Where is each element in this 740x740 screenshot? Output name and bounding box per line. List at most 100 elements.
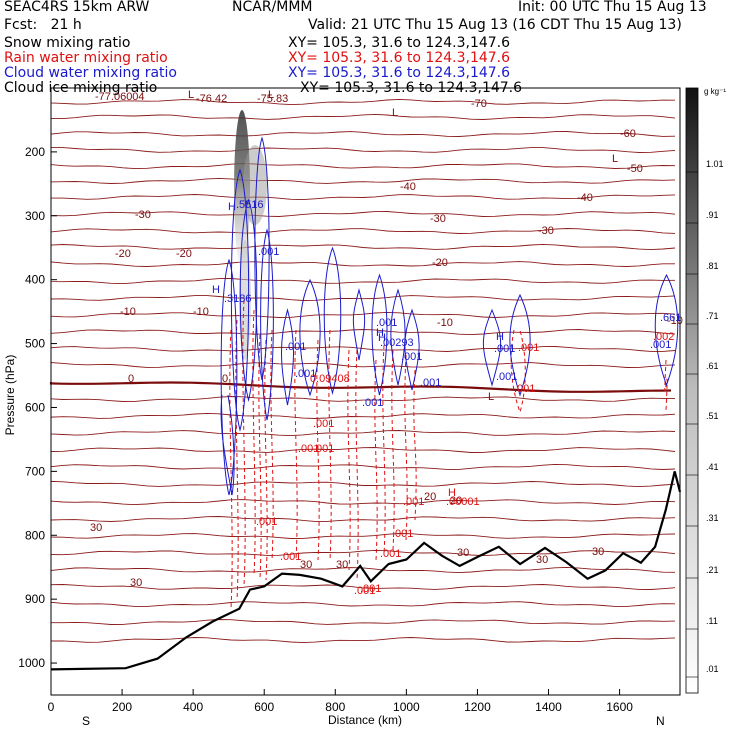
- low-center-label: L: [392, 107, 398, 119]
- temperature-contour-line: [50, 619, 676, 625]
- rain-water-contour: [413, 369, 417, 521]
- temperature-contour-label: 30: [336, 559, 348, 571]
- cloud-water-contours: [220, 136, 679, 496]
- temperature-contour-label: -75.83: [257, 93, 288, 105]
- rain-water-label: .002: [653, 331, 674, 343]
- rain-water-label: .001: [518, 342, 539, 354]
- temperature-contour-line: [50, 147, 676, 153]
- temperature-contour-line: [50, 163, 676, 170]
- temperature-contour-label: -60: [620, 128, 636, 140]
- rain-water-contour: [264, 339, 268, 581]
- rain-water-label: .001: [380, 548, 401, 560]
- temperature-contour-line: [50, 346, 676, 352]
- temperature-contour-line: [50, 447, 676, 453]
- rain-water-label: .001: [392, 528, 413, 540]
- rain-water-contour: [382, 344, 386, 556]
- low-center-label: L: [268, 89, 274, 101]
- x-end-label-south: S: [82, 714, 90, 728]
- colorbar-tick-label: 1.01: [706, 159, 724, 169]
- colorbar-tick-label: .11: [706, 616, 718, 626]
- rain-water-contour: [235, 319, 239, 601]
- low-center-label: L: [188, 89, 194, 101]
- cloud-water-contour: [404, 308, 420, 391]
- field-name-rain: Rain water mixing ratio: [4, 50, 168, 66]
- temperature-contour-label: 30: [130, 577, 142, 589]
- temperature-contour-label: -77.06004: [95, 91, 145, 103]
- cloud-water-label: .001: [376, 317, 397, 329]
- cloud-water-label: .001: [496, 371, 517, 383]
- cloud-water-contour: [239, 198, 258, 402]
- cloud-water-label: H: [378, 332, 386, 344]
- terrain-line: [50, 471, 682, 671]
- temperature-contour-line: [50, 499, 676, 506]
- rain-water-label: .001: [313, 443, 334, 455]
- rain-water-label: .00001: [446, 496, 480, 508]
- temperature-contour-line: [50, 549, 676, 557]
- y-tick-label: 200: [25, 145, 45, 159]
- colorbar-tick-label: .71: [706, 311, 719, 321]
- y-tick-label: 1000: [18, 656, 45, 670]
- rain-water-contour: [294, 329, 298, 561]
- x-tick-label: 800: [325, 700, 345, 714]
- temperature-contour-label: 0: [128, 373, 134, 385]
- temperature-contour-label: -10: [437, 317, 453, 329]
- cloud-water-label: .001: [285, 341, 306, 353]
- rain-water-label: .001: [280, 551, 301, 563]
- temperature-contour-label: -20: [176, 248, 192, 260]
- temperature-contour-line: [50, 261, 675, 267]
- rain-water-contour: [328, 329, 332, 561]
- rain-water-label: H: [448, 487, 456, 499]
- colorbar-tick-label: .21: [706, 565, 719, 575]
- temperature-contour-label: -70: [471, 98, 487, 110]
- rain-water-contour: [229, 329, 233, 609]
- rain-water-contour: [374, 359, 378, 561]
- cloud-water-label: .001: [420, 377, 441, 389]
- y-tick-label: 400: [25, 273, 45, 287]
- forecast-label: Fcst:: [4, 17, 38, 33]
- temperature-contour-line: [50, 516, 676, 522]
- cloud-water-contour: [352, 288, 366, 361]
- cloud-water-label: .001: [295, 368, 316, 380]
- x-tick-label: 1600: [606, 700, 633, 714]
- temperature-contour-label: -10: [667, 315, 683, 327]
- temperature-contour-label: 0: [222, 373, 228, 385]
- rain-water-contour: [270, 329, 274, 561]
- temperature-contour-label: 30: [536, 554, 548, 566]
- x-tick-label: 600: [254, 700, 274, 714]
- rain-water-label: .001: [403, 496, 424, 508]
- cloud-water-label: H: [496, 331, 504, 343]
- cloud-water-label: H: [212, 284, 220, 296]
- temperature-contour-line: [50, 396, 676, 402]
- colorbar-tick-label: .51: [706, 411, 719, 421]
- cloud-water-contour: [390, 288, 406, 386]
- rain-water-contour: [391, 349, 395, 551]
- colorbar-unit: g kg⁻¹: [704, 87, 726, 96]
- cloud-water-contour: [323, 246, 342, 395]
- temperature-contours: [50, 98, 676, 644]
- field-xy-snow: XY= 105.3, 31.6 to 124.3,147.6: [288, 35, 511, 51]
- temperature-contour-label: -30: [135, 209, 151, 221]
- x-tick-label: 400: [183, 700, 203, 714]
- rain-water-contour: [355, 349, 359, 581]
- rain-water-label: .001: [256, 516, 277, 528]
- temperature-contour-line: [50, 637, 676, 644]
- temperature-contour-label: 30: [592, 546, 604, 558]
- cloud-water-label: H: [376, 327, 384, 339]
- cloud-water-label: .001: [650, 339, 671, 351]
- y-tick-label: 500: [25, 337, 45, 351]
- y-axis-label: Pressure (hPa): [3, 355, 17, 436]
- temperature-contour-line: [50, 480, 676, 488]
- temperature-contour-label: 30: [300, 559, 312, 571]
- snow-shading: [234, 110, 267, 360]
- temperature-contour-line: [50, 566, 676, 574]
- temperature-contour-line: [50, 177, 676, 184]
- cloud-water-label: .661: [660, 312, 681, 324]
- cloud-water-label: .001: [362, 397, 383, 409]
- axes: 0 200 400 600 800 1000 1200 1400 160020030040050…: [18, 145, 633, 714]
- cloud-water-contour: [220, 258, 238, 496]
- cloud-water-contour: [371, 273, 388, 396]
- freezing-level-contour: [49, 381, 672, 393]
- temperature-contour-label: 20: [450, 495, 462, 507]
- cloud-water-label: .3186: [224, 293, 252, 305]
- x-axis-label: Distance (km): [328, 713, 402, 727]
